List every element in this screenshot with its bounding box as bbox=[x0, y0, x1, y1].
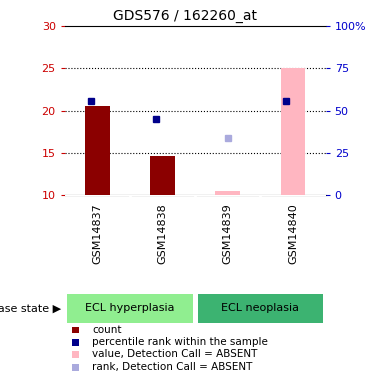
Text: disease state ▶: disease state ▶ bbox=[0, 303, 61, 313]
FancyBboxPatch shape bbox=[198, 294, 323, 323]
Text: count: count bbox=[92, 325, 122, 334]
Text: ECL hyperplasia: ECL hyperplasia bbox=[85, 303, 175, 313]
Bar bbox=[280, 68, 305, 195]
Text: GSM14840: GSM14840 bbox=[288, 203, 298, 264]
Bar bbox=[150, 156, 175, 195]
Text: rank, Detection Call = ABSENT: rank, Detection Call = ABSENT bbox=[92, 362, 253, 372]
Bar bbox=[215, 191, 240, 195]
Text: GDS576 / 162260_at: GDS576 / 162260_at bbox=[113, 9, 257, 23]
Bar bbox=[85, 106, 110, 195]
Text: GSM14837: GSM14837 bbox=[92, 203, 102, 264]
FancyBboxPatch shape bbox=[67, 294, 192, 323]
Text: percentile rank within the sample: percentile rank within the sample bbox=[92, 337, 268, 347]
Text: ECL neoplasia: ECL neoplasia bbox=[221, 303, 299, 313]
Text: GSM14838: GSM14838 bbox=[158, 203, 168, 264]
Text: GSM14839: GSM14839 bbox=[223, 203, 233, 264]
Text: value, Detection Call = ABSENT: value, Detection Call = ABSENT bbox=[92, 350, 258, 359]
